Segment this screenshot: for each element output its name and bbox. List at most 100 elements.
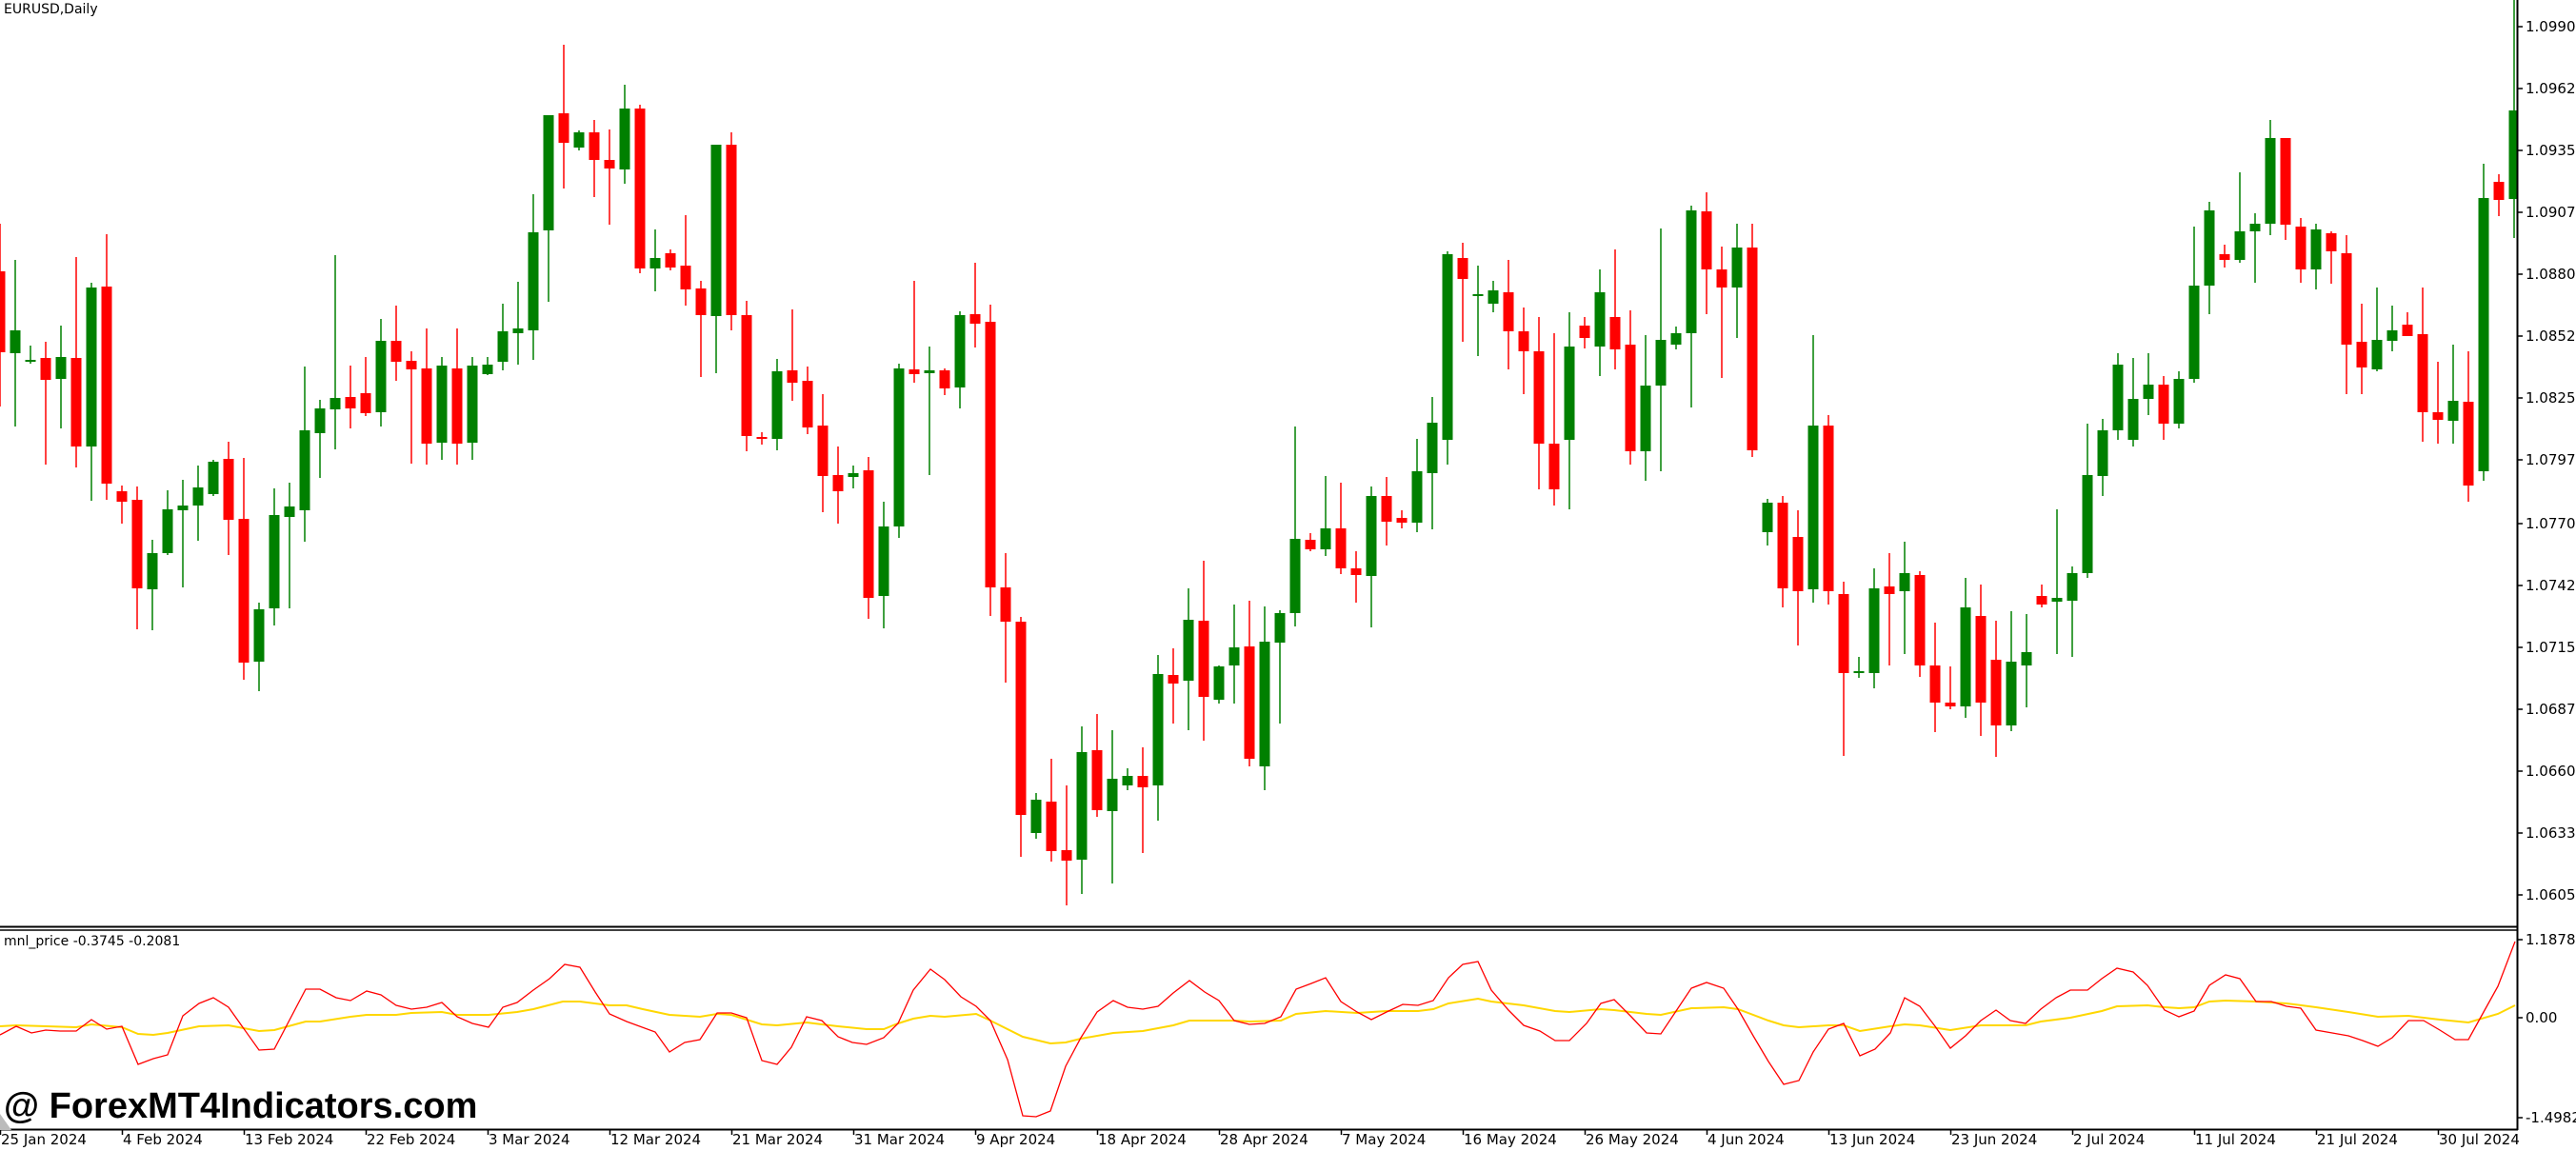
time-axis-label: 4 Feb 2024 [123, 1131, 203, 1148]
candle [390, 306, 402, 381]
candle [436, 357, 448, 460]
candle [1228, 605, 1240, 704]
candle [284, 483, 295, 608]
candle [1899, 542, 1910, 654]
candle [954, 311, 966, 408]
price-axis-label: 1.08250 [2526, 389, 2576, 407]
candle [40, 342, 51, 465]
candle [253, 603, 265, 691]
candle [1381, 477, 1392, 546]
candle [2036, 585, 2047, 607]
candle [1777, 496, 1788, 607]
candle [2143, 353, 2154, 415]
candle [2127, 358, 2139, 447]
time-axis-label: 2 Jul 2024 [2073, 1131, 2146, 1148]
candle [634, 105, 646, 273]
candle [116, 486, 128, 524]
price-axis-label: 1.06875 [2526, 701, 2576, 718]
candle [497, 304, 509, 370]
candle [619, 85, 630, 184]
candle [177, 480, 189, 587]
candle [482, 357, 493, 375]
time-axis-label: 31 Mar 2024 [854, 1131, 946, 1148]
candle [1914, 571, 1926, 677]
candle [1579, 317, 1590, 348]
candle [1046, 759, 1057, 862]
candle [2493, 174, 2505, 216]
candle [1640, 335, 1651, 481]
candle [1884, 553, 1895, 665]
candle [1213, 665, 1225, 704]
candle [985, 305, 996, 616]
time-axis-label: 7 May 2024 [1342, 1131, 1427, 1148]
candle [1670, 327, 1682, 349]
candle [2447, 345, 2459, 444]
candle [345, 366, 356, 428]
candle [2463, 351, 2474, 502]
time-axis-label: 26 May 2024 [1586, 1131, 1679, 1148]
candle [162, 490, 173, 555]
candle [467, 357, 478, 460]
candle [893, 364, 905, 538]
candle [2234, 172, 2246, 263]
candle [2021, 614, 2032, 707]
candle [299, 367, 310, 542]
mnl-price-line [0, 941, 2516, 1118]
candle [1137, 747, 1148, 853]
price-axis-label: 1.09900 [2526, 18, 2576, 35]
candle [741, 301, 752, 451]
candle [1320, 476, 1331, 556]
candle [86, 283, 97, 501]
candle [269, 488, 280, 625]
candle [1609, 249, 1621, 369]
candle [10, 260, 21, 427]
price-axis-label: 1.08800 [2526, 266, 2576, 283]
candle [2219, 245, 2230, 268]
candle [1442, 251, 1453, 465]
candle [2508, 0, 2517, 238]
time-axis-label: 9 Apr 2024 [976, 1131, 1056, 1148]
candle [2402, 312, 2413, 336]
watermark-corner-shape [0, 1114, 11, 1130]
candle [1472, 266, 1484, 356]
candle [1929, 623, 1941, 732]
candle [131, 486, 143, 629]
candle [2082, 424, 2093, 578]
candle [1274, 610, 1286, 724]
candle [1000, 553, 1011, 683]
candle [1503, 260, 1514, 369]
candle [558, 45, 569, 189]
price-axis-label: 1.07150 [2526, 639, 2576, 656]
candle [665, 249, 676, 270]
time-axis-label: 3 Mar 2024 [489, 1131, 570, 1148]
chart-title: EURUSD,Daily [4, 2, 98, 17]
candle [1823, 415, 1834, 605]
candle [817, 394, 829, 512]
candle [1350, 551, 1362, 603]
candle [1975, 585, 1987, 736]
price-axis-label: 1.09075 [2526, 204, 2576, 221]
candle [771, 359, 783, 450]
candle [1868, 568, 1880, 688]
candle [695, 281, 707, 377]
candle [1107, 730, 1118, 883]
candle [1122, 768, 1133, 790]
indicator-axis-label: -1.4982 [2526, 1109, 2576, 1126]
candle [1061, 785, 1072, 905]
price-axis-label: 1.08525 [2526, 327, 2576, 345]
candle [238, 458, 250, 680]
time-axis-label: 12 Mar 2024 [610, 1131, 702, 1148]
candle [2112, 353, 2124, 440]
candle [863, 457, 874, 619]
indicator-axis-label: 0.00 [2526, 1009, 2558, 1026]
time-axis-label: 13 Feb 2024 [245, 1131, 334, 1148]
candle [1655, 228, 1667, 471]
candle [939, 368, 950, 395]
price-axis-label: 1.06330 [2526, 824, 2576, 842]
time-axis-label: 11 Jul 2024 [2195, 1131, 2276, 1148]
candle [208, 460, 219, 496]
candle [406, 351, 417, 464]
candle [1990, 621, 2002, 757]
candle [680, 215, 691, 306]
